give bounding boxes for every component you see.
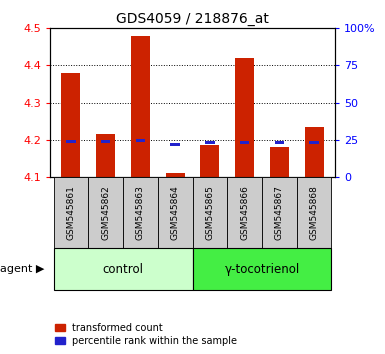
Bar [96,134,115,177]
Bar [123,177,158,248]
Bar [262,177,297,248]
Bar [158,177,192,248]
Bar [192,177,227,248]
Text: GSM545865: GSM545865 [205,185,214,240]
Bar [66,140,76,143]
Text: GSM545861: GSM545861 [66,185,75,240]
Bar [88,177,123,248]
Bar [131,36,150,177]
Text: γ-tocotrienol: γ-tocotrienol [224,263,300,275]
Bar [205,141,215,144]
Bar [200,145,219,177]
Bar [136,139,145,142]
Bar [54,177,88,248]
Text: GSM545863: GSM545863 [136,185,145,240]
Bar [235,58,254,177]
Text: GSM545866: GSM545866 [240,185,249,240]
Bar [275,141,284,144]
Bar [192,248,331,290]
Bar [61,73,80,177]
Text: GSM545862: GSM545862 [101,185,110,240]
Bar [270,147,289,177]
Text: GSM545864: GSM545864 [171,185,180,240]
Legend: transformed count, percentile rank within the sample: transformed count, percentile rank withi… [55,323,238,346]
Bar [297,177,331,248]
Text: control: control [102,263,144,275]
Bar [101,140,110,143]
Bar [170,143,180,146]
Bar [305,127,324,177]
Text: GSM545867: GSM545867 [275,185,284,240]
Bar [227,177,262,248]
Bar [309,141,319,144]
Text: agent ▶: agent ▶ [0,264,44,274]
Bar [54,248,192,290]
Text: GSM545868: GSM545868 [310,185,319,240]
Title: GDS4059 / 218876_at: GDS4059 / 218876_at [116,12,269,26]
Bar [166,173,185,177]
Bar [240,141,249,143]
